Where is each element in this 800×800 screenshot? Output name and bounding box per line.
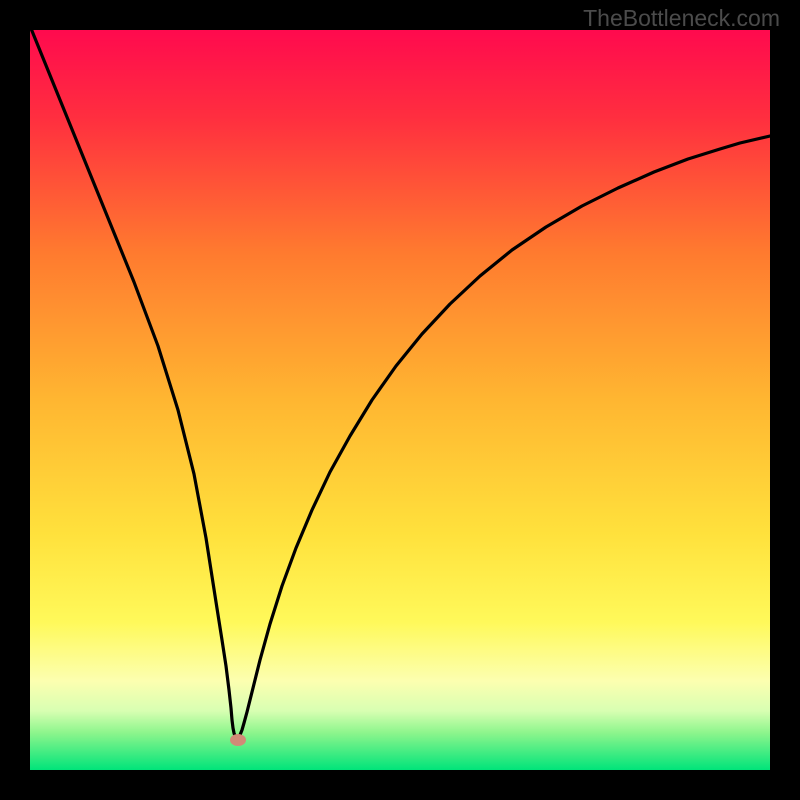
minimum-marker: [230, 734, 246, 746]
watermark-text: TheBottleneck.com: [583, 5, 780, 32]
plot-area: [30, 30, 770, 770]
bottleneck-curve: [30, 30, 770, 740]
curve-layer: [30, 30, 770, 770]
chart-container: TheBottleneck.com: [0, 0, 800, 800]
